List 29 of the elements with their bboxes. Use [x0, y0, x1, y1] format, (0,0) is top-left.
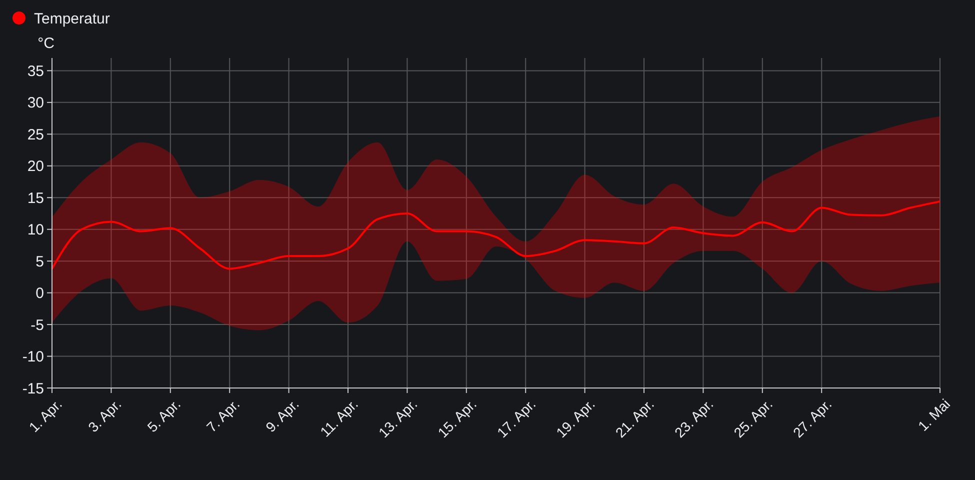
- y-tick-label: 10: [27, 222, 44, 239]
- x-tick-label: 13. Apr.: [375, 396, 420, 441]
- x-tick-label: 25. Apr.: [730, 396, 776, 441]
- x-tick-label: 17. Apr.: [494, 396, 539, 441]
- x-tick-label: 19. Apr.: [552, 396, 598, 441]
- y-tick-label: 30: [27, 94, 44, 112]
- y-tick-label: 5: [36, 253, 44, 270]
- y-tick-label: 15: [27, 190, 44, 207]
- x-tick-label: 3. Apr.: [84, 396, 124, 436]
- y-tick-label: 35: [27, 62, 44, 80]
- y-tick-label: 20: [27, 158, 44, 176]
- y-tick-label: 25: [27, 126, 44, 144]
- line-series: [51, 200, 941, 270]
- y-tick-label: -10: [22, 348, 44, 366]
- y-tick-label: 0: [36, 285, 44, 302]
- x-tick-label: 11. Apr.: [316, 396, 362, 440]
- y-tick-label: -5: [30, 316, 44, 334]
- x-tick-label: 15. Apr.: [434, 396, 480, 441]
- x-tick-label: 21. Apr.: [612, 396, 658, 441]
- x-tick-label: 27. Apr.: [790, 396, 835, 441]
- x-tick-label: 7. Apr.: [203, 396, 243, 436]
- y-tick-label: -15: [22, 380, 44, 398]
- x-tick-label: 1. Apr.: [26, 396, 66, 436]
- x-tick-label: 1. Mai: [914, 396, 954, 434]
- x-tick-label: 23. Apr.: [671, 396, 716, 441]
- x-tick-label: 5. Apr.: [144, 396, 184, 436]
- x-tick-label: 9. Apr.: [262, 396, 302, 436]
- y-axis-title: °C: [38, 35, 55, 52]
- legend-label: Temperatur: [34, 10, 110, 28]
